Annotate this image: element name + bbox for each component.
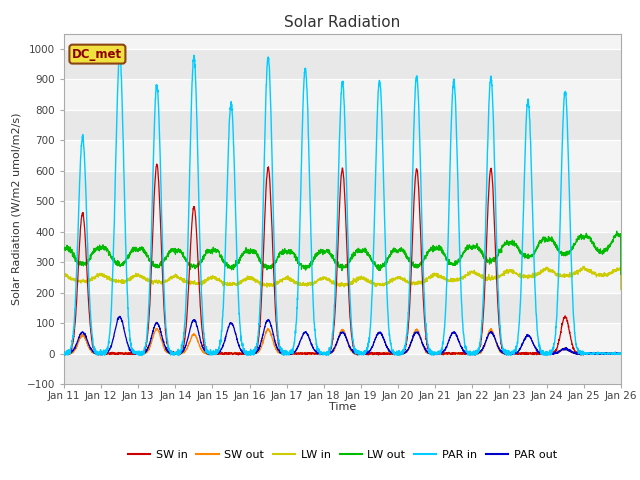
Y-axis label: Solar Radiation (W/m2 umol/m2/s): Solar Radiation (W/m2 umol/m2/s) — [11, 112, 21, 305]
Bar — [64, 171, 621, 201]
Bar — [64, 110, 621, 140]
Legend: SW in, SW out, LW in, LW out, PAR in, PAR out: SW in, SW out, LW in, LW out, PAR in, PA… — [124, 445, 561, 465]
Bar — [64, 354, 621, 384]
Bar — [64, 79, 621, 110]
Bar — [64, 262, 621, 293]
Bar — [64, 140, 621, 171]
Text: DC_met: DC_met — [72, 48, 122, 60]
Bar — [64, 293, 621, 323]
Bar — [64, 323, 621, 354]
Title: Solar Radiation: Solar Radiation — [284, 15, 401, 30]
Bar — [64, 201, 621, 232]
X-axis label: Time: Time — [329, 402, 356, 412]
Bar — [64, 232, 621, 262]
Bar — [64, 49, 621, 79]
